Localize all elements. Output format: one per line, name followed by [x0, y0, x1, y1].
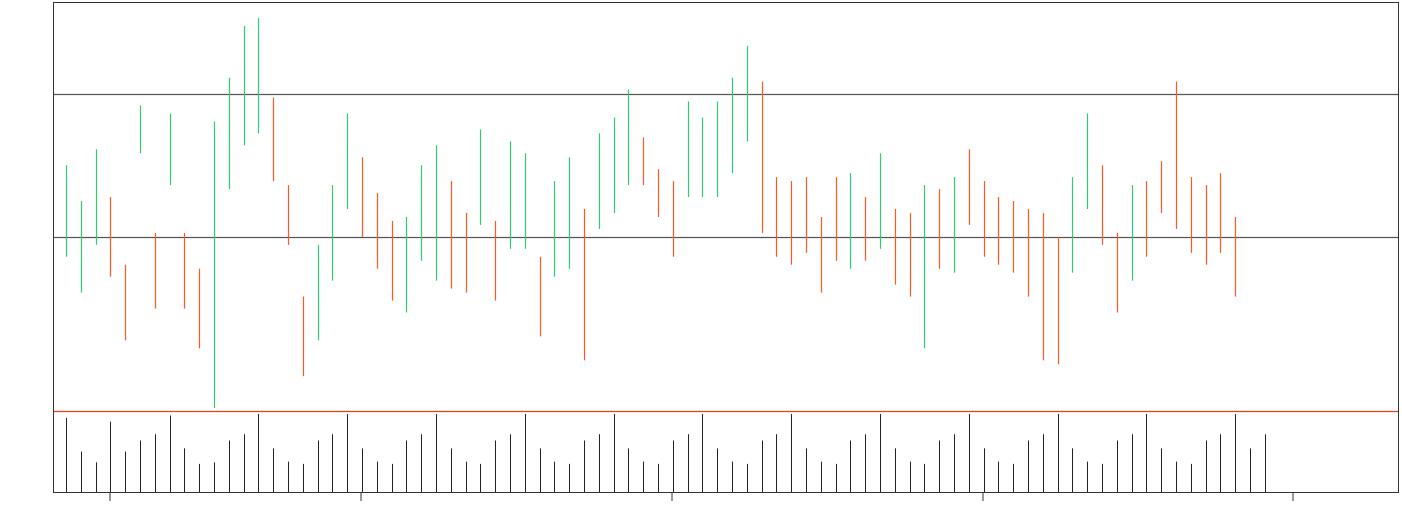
- level-lines: [54, 93, 1398, 239]
- x-axis-ticks: [109, 492, 1294, 501]
- plot-frame: [53, 2, 1399, 493]
- volume-bars: [66, 414, 1266, 492]
- price-bars: [65, 17, 1237, 408]
